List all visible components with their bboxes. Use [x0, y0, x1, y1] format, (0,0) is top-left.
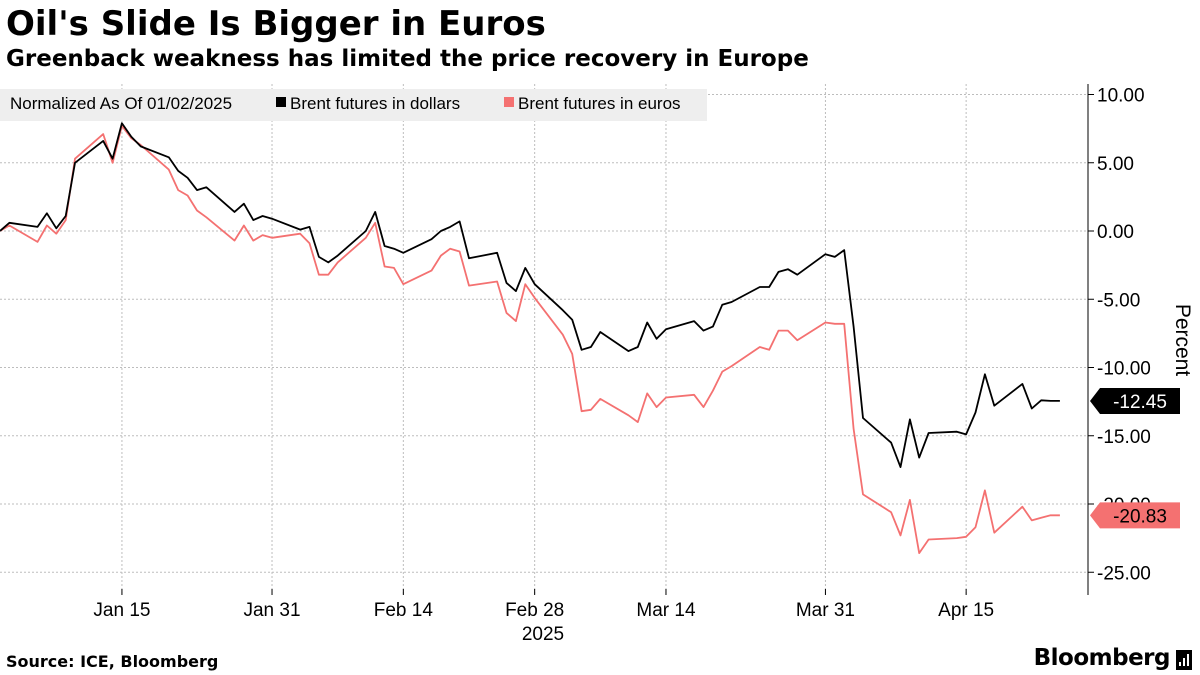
x-tick-label: Mar 14 — [636, 600, 696, 621]
x-year-label: 2025 — [522, 624, 564, 645]
x-tick-label: Jan 15 — [93, 600, 150, 621]
gridlines — [0, 84, 1088, 595]
chart-title: Oil's Slide Is Bigger in Euros — [6, 4, 546, 44]
legend-note: Normalized As Of 01/02/2025 — [10, 94, 232, 113]
y-tick-label: -10.00 — [1097, 359, 1151, 380]
x-tick-label: Apr 15 — [938, 600, 994, 621]
end-value-labels: -12.45 -20.83 — [1090, 387, 1180, 529]
end-label-euros: -20.83 — [1113, 506, 1167, 527]
axes — [121, 84, 1094, 595]
x-tick-label: Jan 31 — [243, 600, 300, 621]
legend-background — [0, 89, 707, 121]
x-tick-label: Feb 14 — [374, 600, 434, 621]
chart-subtitle: Greenback weakness has limited the price… — [6, 46, 809, 72]
bloomberg-terminal-icon — [1176, 650, 1192, 670]
y-tick-label: 5.00 — [1097, 154, 1134, 175]
end-label-badge-euros — [1090, 502, 1180, 529]
y-tick-label: -15.00 — [1097, 427, 1151, 448]
end-label-dollars: -12.45 — [1113, 392, 1167, 413]
legend-swatch-euros — [504, 97, 514, 107]
source-note: Source: ICE, Bloomberg — [6, 652, 219, 671]
legend-item-dollars: Brent futures in dollars — [290, 94, 460, 113]
series-line-dollars — [0, 122, 1060, 469]
x-tick-labels: Jan 15 Jan 31 Feb 14 Feb 28 Mar 14 Mar 31 Apr … — [93, 600, 994, 621]
y-axis-label: Percent — [1171, 304, 1194, 377]
y-tick-label: -25.00 — [1097, 563, 1151, 584]
legend-item-euros: Brent futures in euros — [518, 94, 681, 113]
legend-swatch-dollars — [276, 97, 286, 107]
x-tick-label: Mar 31 — [796, 600, 855, 621]
end-label-badge-dollars — [1090, 387, 1180, 414]
y-tick-labels: 10.005.000.00-5.00-10.00-15.00-20.00-25.… — [1097, 86, 1151, 585]
series-lines — [0, 122, 1060, 554]
y-tick-label: -5.00 — [1097, 290, 1140, 311]
bloomberg-logo: Bloomberg — [1033, 645, 1171, 671]
y-tick-label: 10.00 — [1097, 86, 1145, 107]
series-line-euros — [0, 125, 1060, 554]
x-tick-label: Feb 28 — [505, 600, 564, 621]
y-tick-label: 0.00 — [1097, 222, 1134, 243]
